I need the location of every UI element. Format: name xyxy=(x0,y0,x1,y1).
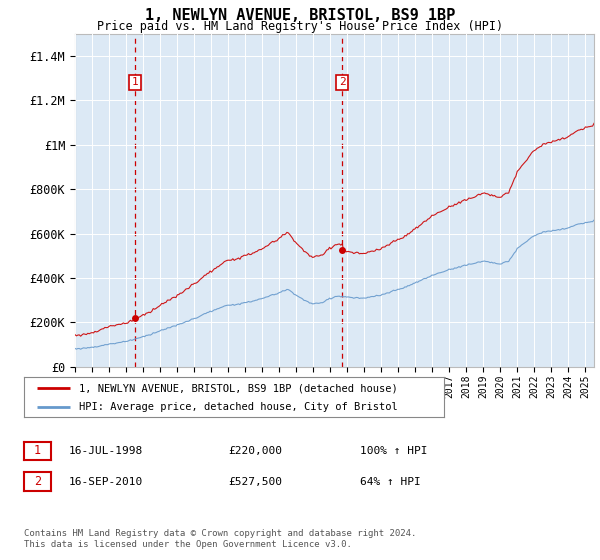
Text: 2: 2 xyxy=(339,77,346,87)
Text: Contains HM Land Registry data © Crown copyright and database right 2024.
This d: Contains HM Land Registry data © Crown c… xyxy=(24,529,416,549)
Text: £220,000: £220,000 xyxy=(228,446,282,456)
Text: 1, NEWLYN AVENUE, BRISTOL, BS9 1BP: 1, NEWLYN AVENUE, BRISTOL, BS9 1BP xyxy=(145,8,455,24)
Text: 1, NEWLYN AVENUE, BRISTOL, BS9 1BP (detached house): 1, NEWLYN AVENUE, BRISTOL, BS9 1BP (deta… xyxy=(79,383,397,393)
Text: 1: 1 xyxy=(132,77,139,87)
Text: Price paid vs. HM Land Registry's House Price Index (HPI): Price paid vs. HM Land Registry's House … xyxy=(97,20,503,32)
Text: 64% ↑ HPI: 64% ↑ HPI xyxy=(360,477,421,487)
Text: 100% ↑ HPI: 100% ↑ HPI xyxy=(360,446,427,456)
Text: 2: 2 xyxy=(34,475,41,488)
Text: 16-JUL-1998: 16-JUL-1998 xyxy=(69,446,143,456)
Text: 1: 1 xyxy=(34,444,41,458)
Text: 16-SEP-2010: 16-SEP-2010 xyxy=(69,477,143,487)
Text: HPI: Average price, detached house, City of Bristol: HPI: Average price, detached house, City… xyxy=(79,402,397,412)
Text: £527,500: £527,500 xyxy=(228,477,282,487)
